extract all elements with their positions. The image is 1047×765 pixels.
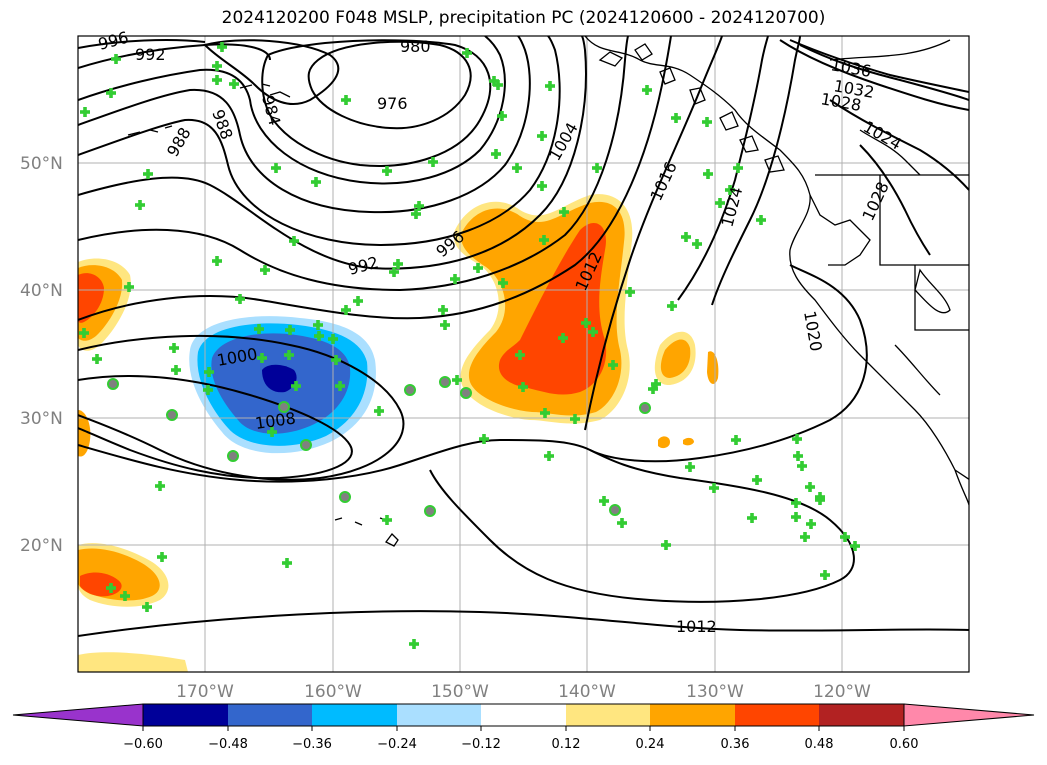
colorbar: −0.60 −0.48 −0.36 −0.24 −0.12 0.12 0.24 … xyxy=(12,703,1035,752)
colorbar-tick-label: 0.12 xyxy=(552,737,581,752)
isobar-label: 1020 xyxy=(800,309,826,352)
colorbar-tick-label: −0.60 xyxy=(123,737,163,752)
colorbar-segment xyxy=(566,704,650,726)
colorbar-segment xyxy=(650,704,735,726)
isobar-label: 1024 xyxy=(718,185,747,229)
latitude-labels: 50°N 40°N 30°N 20°N xyxy=(20,154,63,556)
lat-label: 40°N xyxy=(20,281,63,301)
colorbar-segment xyxy=(143,704,228,726)
colorbar-max-arrow xyxy=(903,703,1035,727)
lon-label: 170°W xyxy=(176,682,234,702)
map-title: 2024120200 F048 MSLP, precipitation PC (… xyxy=(221,8,826,28)
isobar-label: 992 xyxy=(135,45,166,64)
colorbar-tick-label: −0.36 xyxy=(292,737,332,752)
map-area xyxy=(78,36,969,672)
colorbar-min-arrow xyxy=(12,703,144,727)
map-frame xyxy=(77,35,970,673)
colorbar-tick-label: −0.12 xyxy=(461,737,501,752)
isobar-label: 976 xyxy=(377,94,408,113)
colorbar-tick-label: −0.48 xyxy=(208,737,248,752)
isobar-label: 1028 xyxy=(858,179,892,224)
colorbar-segment xyxy=(228,704,312,726)
colorbar-tick-label: 0.48 xyxy=(805,737,834,752)
colorbar-tick-label: 0.36 xyxy=(721,737,750,752)
colorbar-tick-label: 0.24 xyxy=(636,737,665,752)
colorbar-segment xyxy=(481,704,566,726)
isobar-label: 988 xyxy=(163,124,195,160)
colorbar-segment xyxy=(397,704,481,726)
lon-label: 140°W xyxy=(558,682,616,702)
longitude-labels: 170°W 160°W 150°W 140°W 130°W 120°W xyxy=(176,682,871,702)
station-markers xyxy=(79,42,860,649)
isobar-label: 980 xyxy=(400,37,431,56)
colorbar-segment xyxy=(735,704,819,726)
lon-label: 150°W xyxy=(431,682,489,702)
lon-label: 130°W xyxy=(686,682,744,702)
coastlines xyxy=(127,36,969,547)
lon-label: 120°W xyxy=(813,682,871,702)
lon-label: 160°W xyxy=(304,682,362,702)
isobar-label: 1024 xyxy=(860,117,905,154)
colorbar-segment xyxy=(312,704,397,726)
isobar-label: 984 xyxy=(258,93,284,127)
lat-label: 20°N xyxy=(20,536,63,556)
colorbar-tick-label: 0.60 xyxy=(890,737,919,752)
colorbar-segment xyxy=(819,704,904,726)
isobar-label: 996 xyxy=(96,28,130,54)
isobar-label: 1004 xyxy=(545,119,582,164)
isobar-label: 1016 xyxy=(646,159,680,204)
isobars xyxy=(78,36,969,637)
isobar-label: 992 xyxy=(346,253,380,279)
colorbar-outline xyxy=(142,703,905,727)
lat-label: 50°N xyxy=(20,154,63,174)
lat-label: 30°N xyxy=(20,409,63,429)
colorbar-tick-label: −0.24 xyxy=(377,737,417,752)
isobar-label: 1012 xyxy=(676,617,717,636)
